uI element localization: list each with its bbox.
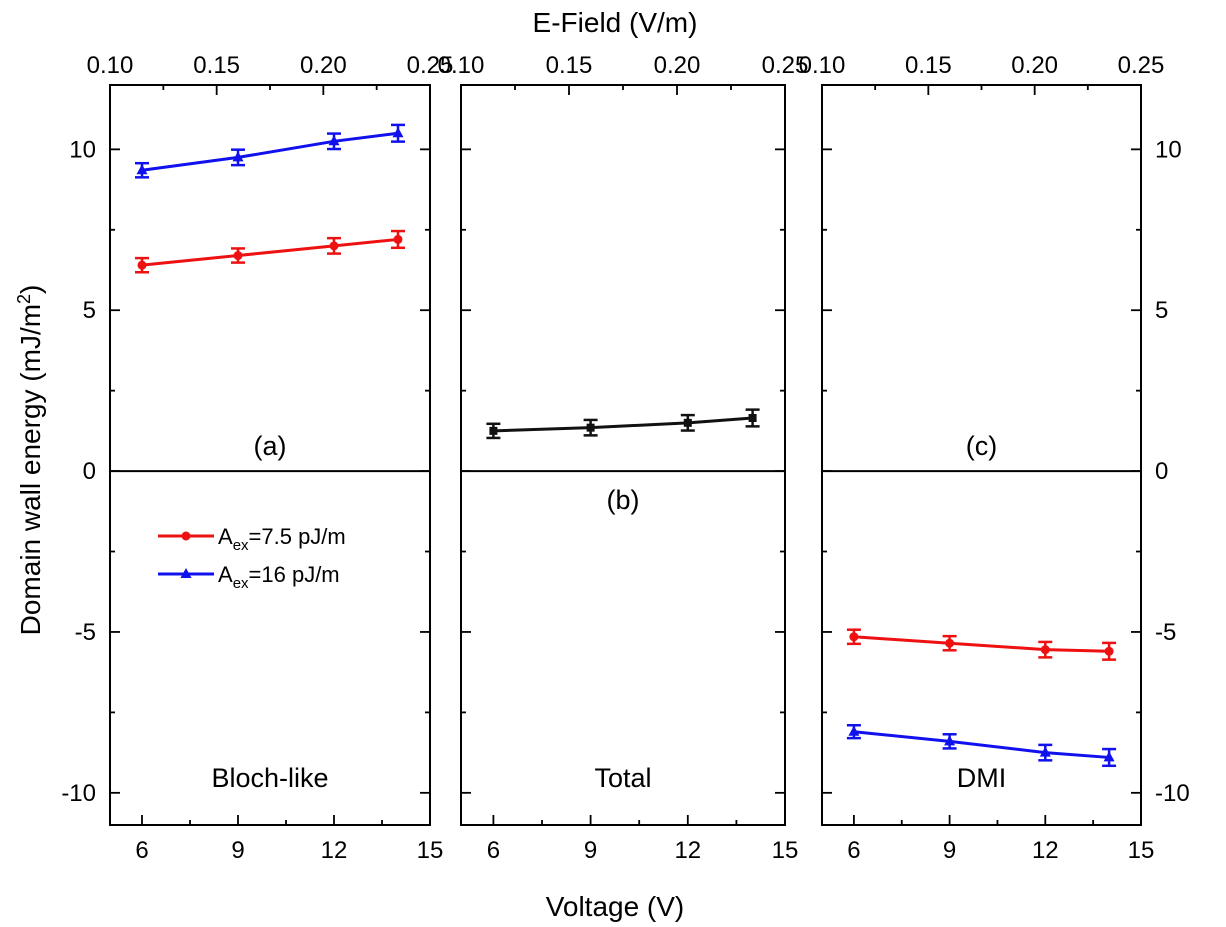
x2-tick-label: 0.15	[905, 52, 952, 79]
x2-tick-label: 0.10	[438, 52, 485, 79]
x2-tick-label: 0.25	[1118, 52, 1165, 79]
legend-label-subscript: ex	[233, 575, 249, 592]
y-axis-title-close: )	[15, 285, 46, 294]
x-tick-label: 6	[487, 837, 500, 864]
legend-marker	[180, 568, 192, 578]
data-point	[849, 632, 859, 642]
data-point	[489, 426, 498, 435]
series	[135, 229, 405, 274]
panel-label: (c)	[966, 431, 997, 461]
x-tick-label: 6	[135, 837, 148, 864]
data-point	[393, 234, 403, 244]
data-point	[137, 260, 147, 270]
data-point	[329, 241, 339, 251]
data-point	[1103, 751, 1115, 762]
y-axis-title-main: Domain wall energy (mJ/m	[15, 304, 46, 635]
y-tick-label: 0	[1155, 458, 1168, 485]
x2-tick-label: 0.20	[654, 52, 701, 79]
panel-a: 6 9 12 15 0.10 0.15 0.20 0.25 -10 -5 0 5 10 (a) Bloch-…	[61, 52, 453, 864]
data-point	[944, 735, 956, 746]
y-tick-label: -5	[1155, 619, 1176, 646]
x2-tick-label: 0.10	[799, 52, 846, 79]
legend-label-suffix: =16 pJ/m	[249, 562, 340, 587]
series	[135, 123, 405, 179]
x2-tick-label: 0.25	[762, 52, 809, 79]
legend-label-prefix: A	[218, 524, 233, 549]
y-tick-label: 10	[1155, 136, 1182, 163]
data-point	[136, 164, 148, 175]
x2-tick-label: 0.25	[407, 52, 454, 79]
y-axis-title-superscript: 2	[14, 294, 34, 304]
panel-frame	[460, 84, 786, 826]
data-point	[328, 135, 340, 146]
panel-b: 6 9 12 15 0.10 0.15 0.20 0.25 (b) Total	[438, 52, 809, 864]
x-tick-label: 6	[847, 837, 860, 864]
x-tick-label: 12	[674, 837, 701, 864]
legend-label: Aex=7.5 pJ/m	[218, 524, 346, 554]
series-line	[493, 416, 753, 433]
panel-name: DMI	[957, 763, 1007, 793]
y-tick-label: 5	[1155, 297, 1168, 324]
y-tick-label: 0	[83, 458, 96, 485]
legend-label-suffix: =7.5 pJ/m	[249, 524, 346, 549]
panel-label: (b)	[607, 485, 640, 515]
legend-entry: Aex=16 pJ/m	[158, 562, 340, 592]
x2-tick-label: 0.20	[300, 52, 347, 79]
y-tick-label: -10	[1155, 780, 1190, 807]
data-point	[1040, 645, 1050, 655]
legend-entry: Aex=7.5 pJ/m	[158, 524, 346, 554]
data-point	[748, 414, 757, 422]
y-tick-label: 5	[83, 297, 96, 324]
x-tick-label: 15	[1128, 837, 1155, 864]
x-tick-label: 15	[772, 837, 799, 864]
data-point	[586, 423, 595, 432]
legend-marker	[181, 531, 191, 541]
data-point	[232, 151, 244, 162]
x2-tick-label: 0.15	[546, 52, 593, 79]
x2-tick-label: 0.10	[87, 52, 134, 79]
x-tick-label: 9	[584, 837, 597, 864]
y-axis-title: Domain wall energy (mJ/m2)	[14, 285, 46, 636]
data-point	[392, 127, 404, 138]
legend-label-subscript: ex	[233, 537, 249, 554]
y-tick-label: 10	[69, 136, 96, 163]
legend-label: Aex=16 pJ/m	[218, 562, 340, 592]
data-point	[848, 725, 860, 736]
series-line	[853, 635, 1110, 653]
panel-name: Total	[594, 763, 651, 793]
x-tick-label: 15	[417, 837, 444, 864]
data-point	[1039, 746, 1051, 757]
series-line	[141, 131, 399, 172]
series	[486, 408, 760, 440]
series-line	[141, 237, 399, 267]
x-tick-label: 9	[231, 837, 244, 864]
x-tick-label: 9	[943, 837, 956, 864]
data-point	[945, 638, 955, 648]
y-tick-label: -10	[61, 780, 96, 807]
x2-tick-label: 0.15	[193, 52, 240, 79]
series-line	[853, 730, 1110, 759]
data-point	[683, 418, 692, 427]
y-tick-label: -5	[75, 619, 96, 646]
top-axis-title: E-Field (V/m)	[533, 7, 698, 38]
x-axis-title: Voltage (V)	[546, 891, 685, 922]
panel-name: Bloch-like	[211, 763, 328, 793]
panels: 6 9 12 15 0.10 0.15 0.20 0.25 -10 -5 0 5 10 (a) Bloch-…	[61, 52, 1189, 864]
panel-label: (a)	[254, 431, 287, 461]
panel-c: 6 9 12 15 0.10 0.15 0.20 0.25 -10 -5 0 5 10 (c) DMI	[799, 52, 1190, 864]
x-tick-label: 12	[1032, 837, 1059, 864]
series	[846, 724, 1117, 768]
data-point	[233, 251, 243, 261]
legend-label-prefix: A	[218, 562, 233, 587]
x-tick-label: 12	[321, 837, 348, 864]
series	[846, 628, 1117, 661]
data-point	[1104, 646, 1114, 656]
x2-tick-label: 0.20	[1011, 52, 1058, 79]
